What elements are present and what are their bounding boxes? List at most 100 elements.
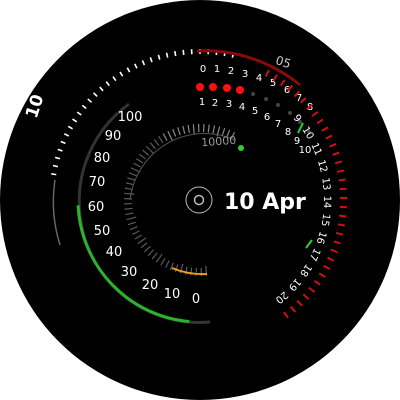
distance-gauge-tick	[124, 192, 135, 195]
left-tick	[54, 156, 61, 160]
left-tick	[99, 86, 104, 92]
distance-gauge-tick	[151, 252, 158, 260]
left-tick	[63, 133, 70, 137]
left-tick	[105, 81, 110, 87]
distance-gauge-tick	[158, 135, 164, 144]
left-tick	[165, 52, 169, 58]
distance-gauge-tick	[127, 177, 136, 181]
right-red-tick	[337, 223, 345, 227]
right-scale-number: 9	[291, 113, 304, 125]
right-red-tick	[323, 264, 331, 270]
left-tick	[174, 50, 177, 57]
dots-row-number: 7	[275, 119, 281, 130]
distance-gauge-tick	[135, 158, 144, 164]
distance-gauge-tick	[126, 216, 137, 221]
hours-row-number: 3	[242, 69, 248, 80]
right-scale-number: 17	[307, 246, 322, 262]
hours-row-number: 7	[296, 93, 302, 104]
distance-gauge-tick	[147, 249, 155, 256]
right-red-tick	[335, 231, 344, 236]
left-tick-baseline	[52, 179, 61, 246]
right-red-tick	[264, 69, 270, 77]
distance-gauge-tick	[134, 234, 143, 240]
left-tick	[134, 63, 138, 69]
right-scale-number: 11	[308, 141, 323, 157]
right-scale-number: 15	[318, 213, 331, 227]
right-red-tick	[333, 240, 341, 245]
right-red-tick	[325, 134, 333, 140]
right-red-tick	[339, 214, 347, 218]
right-marker-bottom	[305, 239, 313, 249]
right-red-tick	[283, 311, 289, 319]
hours-row-number: 5	[270, 78, 276, 89]
hours-row-number: 0	[200, 64, 206, 75]
left-tick	[119, 71, 124, 77]
right-red-tick	[289, 305, 297, 313]
distance-gauge-fill	[171, 267, 208, 276]
distance-gauge-tick	[160, 257, 166, 266]
distance-gauge-tick	[129, 226, 138, 231]
right-marker-top	[297, 122, 304, 134]
hours-row-number: 4	[256, 73, 262, 84]
dots-row-number: 6	[264, 112, 270, 123]
left-tick	[67, 125, 73, 130]
steps-gauge-label: 20	[142, 278, 159, 293]
right-red-tick	[279, 79, 286, 87]
right-red-tick	[302, 293, 310, 300]
distance-gauge-tick	[221, 127, 226, 136]
right-red-tick	[327, 256, 335, 262]
dots-row-number: 8	[285, 127, 291, 138]
minute-marker: 05	[274, 53, 293, 71]
steps-gauge-fill	[76, 205, 190, 323]
left-tick	[76, 111, 82, 116]
distance-gauge-tick	[144, 245, 151, 253]
distance-gauge-tick	[177, 127, 181, 136]
distance-gauge-tick	[137, 237, 147, 245]
right-red-tick	[305, 103, 313, 111]
right-red-tick	[321, 126, 329, 132]
distance-gauge-inner-arc	[129, 133, 236, 201]
left-tick	[72, 118, 78, 123]
dots-row-number: 3	[226, 99, 232, 110]
steps-gauge-label: 90	[105, 129, 122, 144]
right-red-tick	[318, 272, 326, 278]
distance-gauge-tick	[174, 264, 179, 273]
distance-gauge-tick	[164, 260, 170, 268]
distance-gauge-tick	[155, 253, 163, 263]
distance-gauge-tick	[212, 125, 216, 134]
distance-gauge-tick	[169, 262, 174, 271]
distance-gauge-label: 10000	[201, 134, 237, 149]
date-label: 10 Apr	[224, 190, 306, 215]
active-dot	[236, 86, 244, 94]
right-red-tick	[313, 279, 321, 286]
left-tick	[182, 49, 185, 55]
left-tick	[51, 172, 57, 176]
center-hub-inner	[193, 194, 205, 206]
steps-gauge: 0 10 20 30 40 50 60 70 80 90 100	[76, 102, 211, 324]
steps-gauge-label: 40	[106, 245, 123, 260]
right-red-tick	[338, 178, 346, 182]
inactive-dot	[298, 120, 302, 124]
left-tick	[93, 92, 98, 97]
dots-row-number: 10	[299, 145, 312, 156]
right-red-tick	[316, 118, 324, 125]
left-tick	[87, 98, 93, 103]
distance-gauge-tick	[172, 128, 177, 137]
right-red-tick	[336, 169, 345, 173]
right-red-tick	[300, 97, 307, 104]
left-tick	[112, 76, 117, 82]
distance-gauge-tick	[130, 167, 141, 173]
steps-gauge-label: 80	[94, 151, 111, 166]
minute-arc	[196, 49, 301, 87]
right-red-tick	[286, 84, 293, 92]
dots-row-number: 1	[199, 97, 205, 108]
inactive-dot	[288, 111, 292, 115]
right-scale-number: 12	[315, 159, 329, 174]
dots-row-number: 2	[212, 98, 218, 109]
dots-row-number: 5	[252, 106, 258, 117]
center-hub	[185, 186, 213, 214]
distance-gauge-tick	[127, 221, 136, 226]
distance-gauge-tick	[124, 187, 133, 190]
hour-progress-ticks	[51, 49, 235, 246]
